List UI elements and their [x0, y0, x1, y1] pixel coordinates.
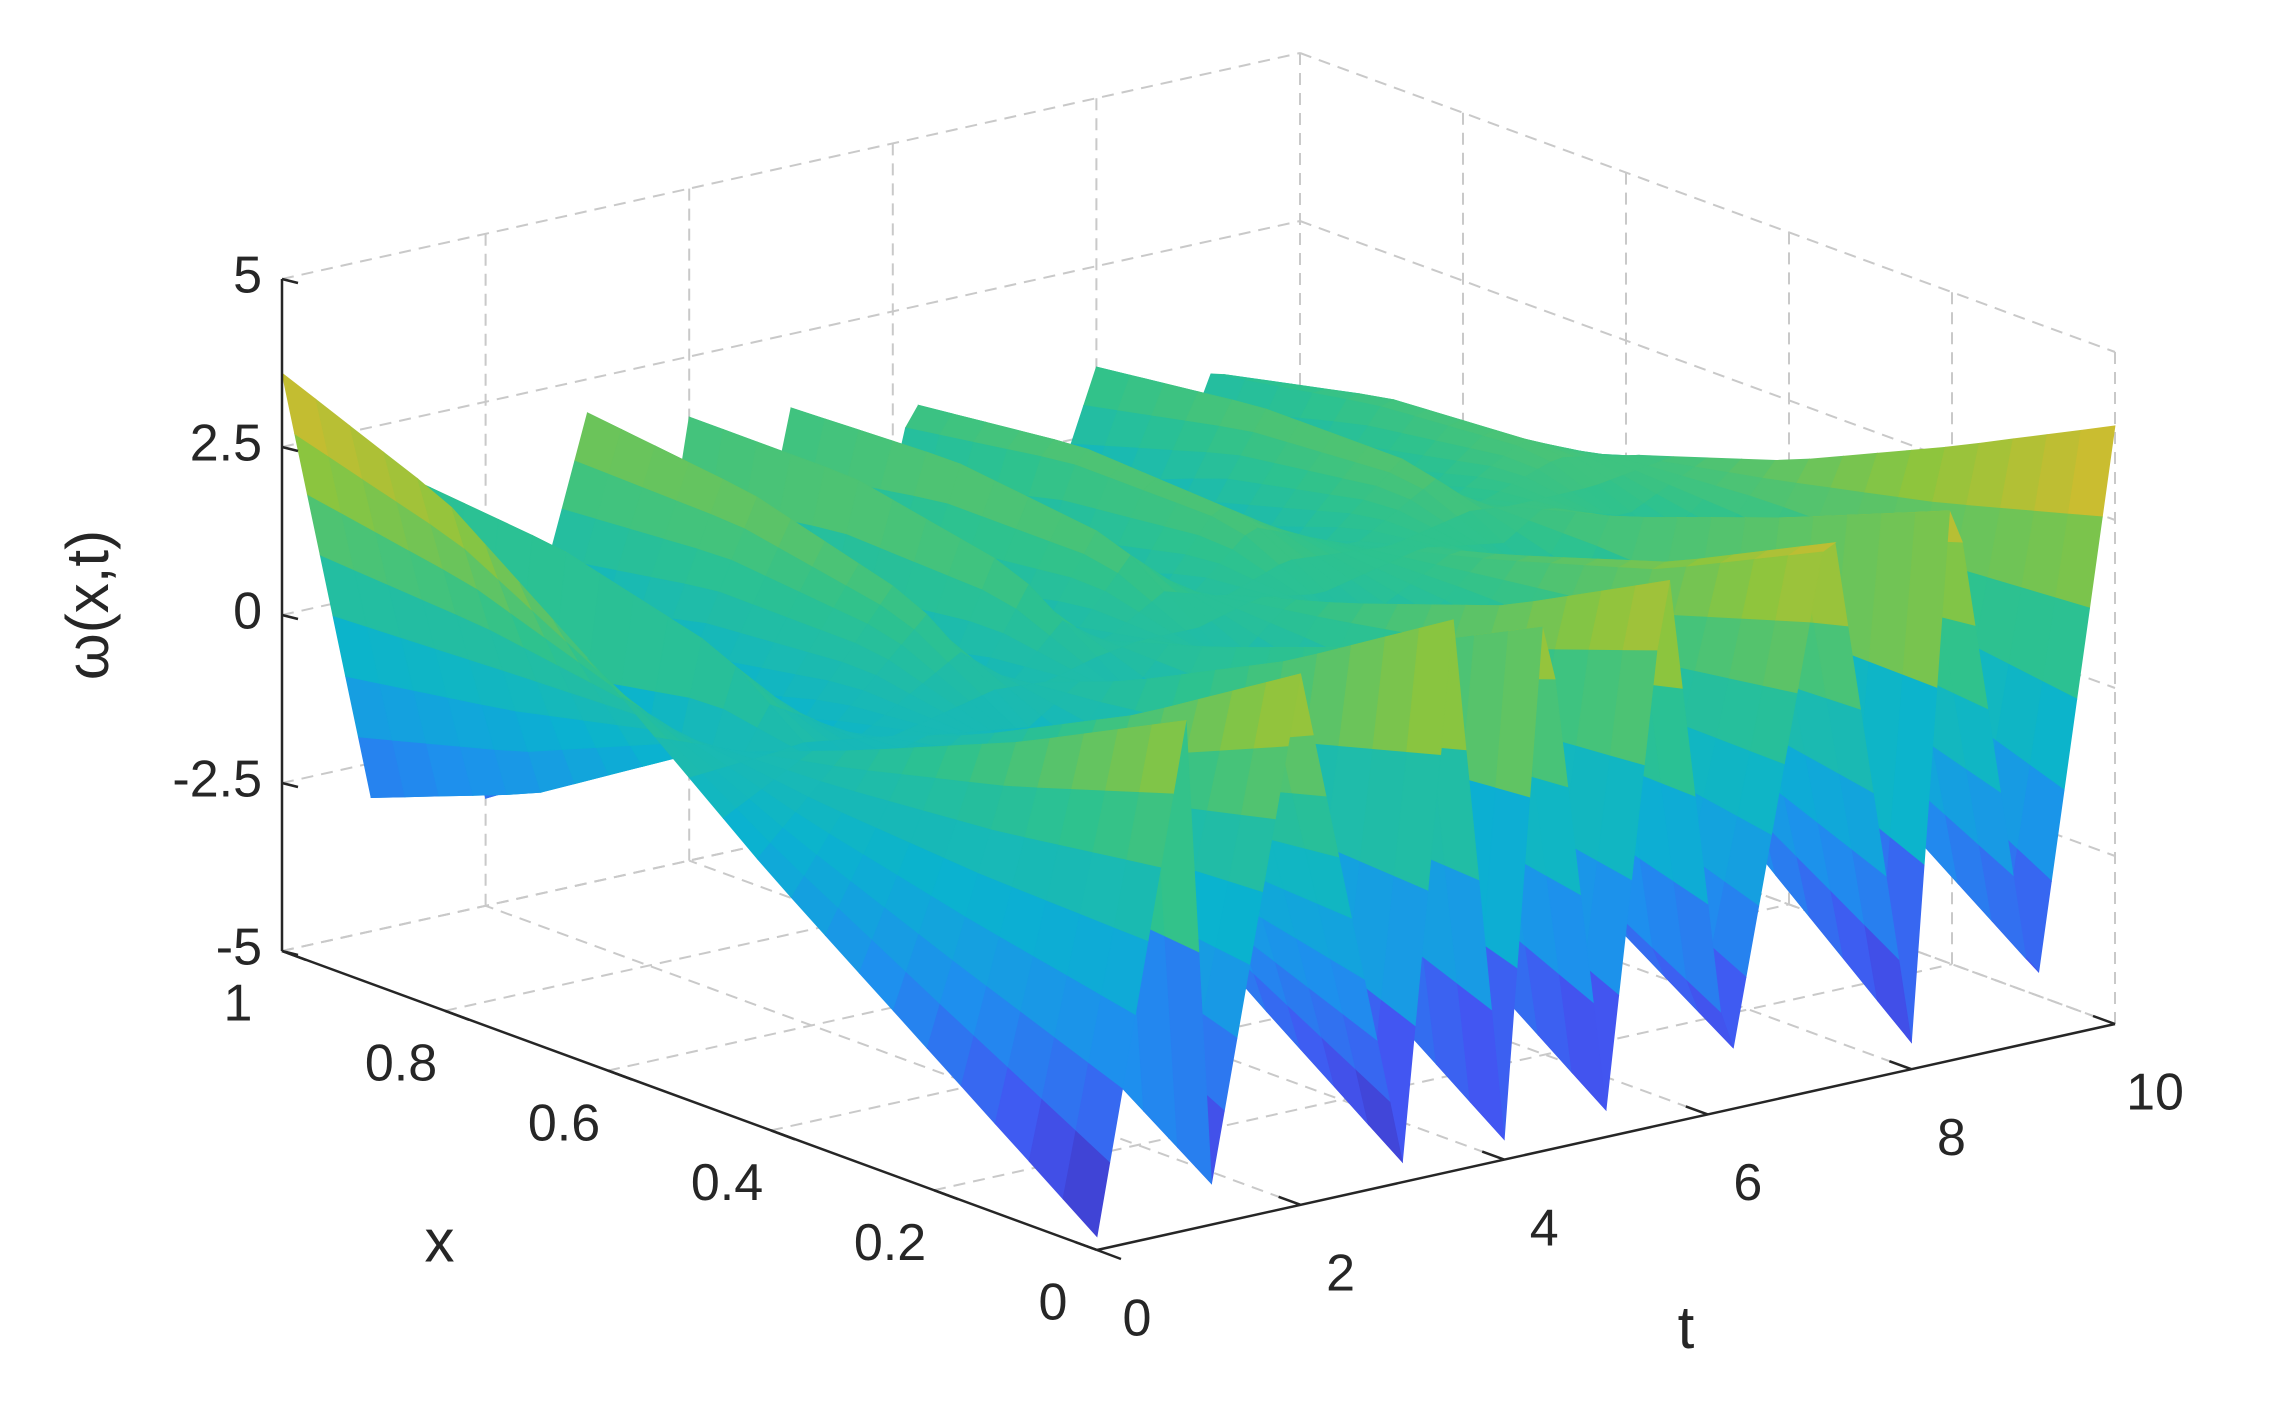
t-tick-3	[1685, 1105, 1709, 1116]
z-tick-2	[281, 613, 299, 621]
z-tick-label-3: 2.5	[190, 415, 262, 473]
t-tick-0	[1074, 1240, 1098, 1252]
t-axis-title: t	[1678, 1294, 1695, 1361]
x-tick-label-1: 0.2	[854, 1214, 926, 1272]
x-tick-0	[1096, 1248, 1122, 1261]
t-tick-label-3: 6	[1733, 1154, 1762, 1212]
grid-line-z-right-4	[1299, 52, 2116, 353]
t-axis-line	[1096, 1022, 2116, 1252]
grid-line-z-back-3	[281, 220, 1301, 448]
z-tick-label-2: 0	[233, 583, 262, 641]
x-tick-4	[444, 1009, 470, 1021]
z-tick-label-0: -5	[216, 919, 262, 977]
x-tick-label-5: 1	[224, 975, 253, 1033]
x-tick-3	[607, 1069, 633, 1081]
z-tick-4	[281, 277, 299, 285]
x-tick-5	[281, 949, 307, 962]
x-axis-line	[281, 949, 1098, 1252]
t-tick-label-5: 10	[2126, 1064, 2184, 1122]
grid-line-t-floor-1	[485, 904, 1301, 1206]
z-tick-label-1: -2.5	[172, 751, 262, 809]
t-tick-5	[2092, 1014, 2116, 1026]
surface-layer	[281, 366, 2116, 1238]
t-tick-label-1: 2	[1326, 1245, 1355, 1303]
z-tick-3	[281, 445, 299, 453]
x-tick-label-3: 0.6	[528, 1094, 600, 1152]
x-tick-label-2: 0.4	[691, 1154, 763, 1212]
t-tick-label-2: 4	[1530, 1199, 1559, 1257]
x-tick-1	[933, 1189, 959, 1201]
grid-line-x-floor-1	[933, 963, 1953, 1192]
x-tick-label-4: 0.8	[365, 1035, 437, 1093]
z-tick-label-4: 5	[233, 247, 262, 305]
x-tick-label-0: 0	[1039, 1274, 1068, 1332]
t-tick-2	[1481, 1150, 1505, 1161]
t-tick-4	[1888, 1060, 1912, 1071]
x-axis-title: x	[425, 1207, 455, 1274]
z-axis-title: ω(x,t)	[54, 530, 121, 680]
t-tick-1	[1278, 1195, 1302, 1206]
z-tick-1	[281, 781, 299, 789]
axis-layer	[280, 277, 2116, 1261]
t-tick-label-4: 8	[1937, 1109, 1966, 1167]
x-tick-2	[770, 1129, 796, 1141]
t-tick-label-0: 0	[1123, 1290, 1152, 1348]
grid-line-z-back-4	[281, 52, 1301, 280]
surface-patch-0-0	[1062, 1130, 1111, 1238]
